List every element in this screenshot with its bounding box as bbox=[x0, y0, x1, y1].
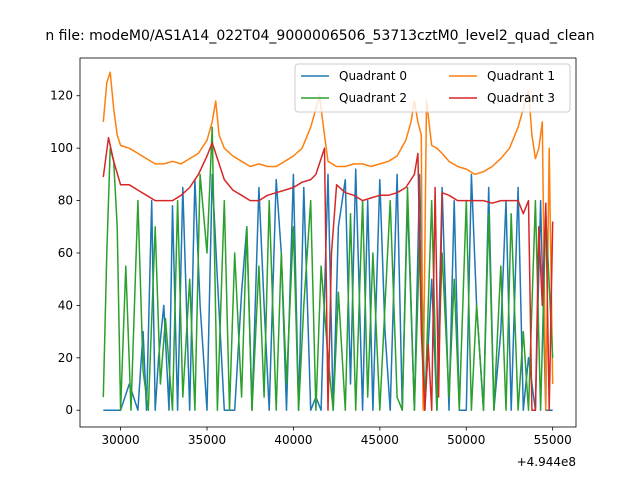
y-axis: 0 20 40 60 80 100 120 bbox=[50, 89, 80, 417]
plot-area bbox=[79, 57, 577, 428]
y-tick-label: 80 bbox=[58, 194, 73, 208]
series-layer bbox=[102, 71, 554, 411]
y-tick-label: 120 bbox=[50, 89, 73, 103]
x-tick-label: 50000 bbox=[447, 433, 485, 447]
axes-frame bbox=[79, 57, 577, 428]
x-tick-label: 45000 bbox=[361, 433, 399, 447]
chart-title: n file: modeM0/AS1A14_022T04_9000006506_… bbox=[45, 28, 594, 44]
x-tick-label: 30000 bbox=[102, 433, 140, 447]
y-tick-label: 100 bbox=[50, 141, 73, 155]
legend-label-quadrant-0: Quadrant 0 bbox=[339, 69, 407, 83]
legend-label-quadrant-2: Quadrant 2 bbox=[339, 91, 407, 105]
y-tick-label: 0 bbox=[65, 403, 73, 417]
legend-label-quadrant-3: Quadrant 3 bbox=[487, 91, 555, 105]
x-tick-label: 40000 bbox=[274, 433, 312, 447]
x-axis: 30000 35000 40000 45000 50000 55000 bbox=[102, 427, 572, 447]
legend-label-quadrant-1: Quadrant 1 bbox=[487, 69, 555, 83]
y-tick-label: 20 bbox=[58, 351, 73, 365]
y-tick-label: 40 bbox=[58, 298, 73, 312]
legend: Quadrant 0 Quadrant 1 Quadrant 2 Quadrant 3 bbox=[294, 63, 571, 113]
series-line-quadrant-2 bbox=[102, 126, 554, 411]
series-line-quadrant-3 bbox=[102, 136, 554, 411]
x-offset-label: +4.944e8 bbox=[517, 455, 576, 469]
series-line-quadrant-1 bbox=[102, 71, 554, 411]
legend-box bbox=[294, 63, 571, 113]
x-tick-label: 55000 bbox=[534, 433, 572, 447]
x-tick-label: 35000 bbox=[188, 433, 226, 447]
y-tick-label: 60 bbox=[58, 246, 73, 260]
